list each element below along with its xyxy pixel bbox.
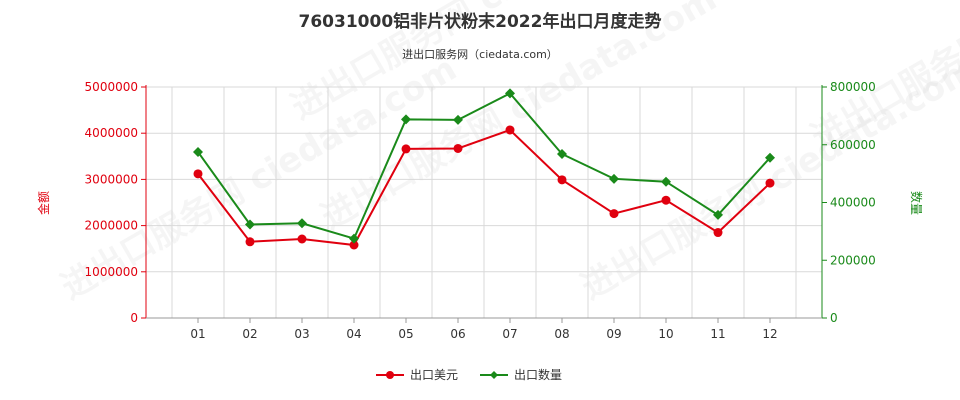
data-point-diamond[interactable]	[765, 152, 775, 163]
right-tick-label: 0	[830, 311, 838, 325]
series-layer	[193, 88, 775, 250]
x-tick-label: 11	[710, 327, 725, 341]
data-point-diamond[interactable]	[661, 176, 671, 187]
data-point-circle[interactable]	[557, 175, 567, 185]
x-tick-label: 05	[398, 327, 413, 341]
data-point-circle[interactable]	[453, 143, 463, 153]
legend: 出口美元 出口数量	[376, 367, 562, 382]
legend-label: 出口数量	[514, 367, 562, 382]
legend-item[interactable]: 出口美元	[376, 368, 458, 382]
x-tick-label: 09	[606, 327, 621, 341]
left-axis-title: 金额	[36, 191, 51, 215]
data-point-diamond[interactable]	[713, 209, 723, 220]
grid-lines	[146, 86, 822, 319]
data-point-circle[interactable]	[245, 237, 255, 247]
data-point-diamond[interactable]	[193, 146, 203, 157]
x-tick-label: 02	[242, 327, 257, 341]
data-point-circle[interactable]	[193, 169, 203, 179]
x-tick-label: 08	[554, 327, 569, 341]
data-point-diamond[interactable]	[453, 114, 463, 125]
x-tick-label: 10	[658, 327, 673, 341]
legend-diamond-icon	[490, 371, 498, 379]
data-point-circle[interactable]	[505, 125, 515, 135]
x-tick-label: 01	[190, 327, 205, 341]
legend-circle-icon	[386, 371, 394, 379]
data-point-circle[interactable]	[297, 234, 307, 244]
series-line	[197, 92, 771, 240]
axes: 0100000020000003000000400000050000000200…	[85, 80, 876, 341]
x-tick-label: 07	[502, 327, 517, 341]
right-tick-label: 800000	[830, 80, 876, 94]
right-axis-title: 数量	[909, 191, 924, 215]
data-point-circle[interactable]	[765, 178, 775, 188]
left-tick-label: 1000000	[85, 265, 138, 279]
left-tick-label: 0	[130, 311, 138, 325]
right-tick-label: 200000	[830, 253, 876, 267]
right-tick-label: 600000	[830, 138, 876, 152]
left-tick-label: 2000000	[85, 219, 138, 233]
x-tick-label: 03	[294, 327, 309, 341]
x-tick-label: 04	[346, 327, 361, 341]
legend-item[interactable]: 出口数量	[480, 367, 562, 382]
data-point-circle[interactable]	[713, 228, 723, 238]
series-line	[197, 128, 771, 247]
data-point-circle[interactable]	[661, 195, 671, 205]
right-tick-label: 400000	[830, 196, 876, 210]
chart-subtitle: 进出口服务网（ciedata.com）	[402, 47, 558, 61]
x-tick-label: 12	[762, 327, 777, 341]
data-point-diamond[interactable]	[609, 173, 619, 184]
data-point-diamond[interactable]	[401, 114, 411, 125]
data-point-diamond[interactable]	[297, 218, 307, 229]
data-point-diamond[interactable]	[245, 219, 255, 230]
data-point-circle[interactable]	[349, 240, 359, 250]
left-tick-label: 5000000	[85, 80, 138, 94]
series-2	[193, 88, 775, 244]
data-point-circle[interactable]	[609, 209, 619, 219]
left-tick-label: 3000000	[85, 172, 138, 186]
left-tick-label: 4000000	[85, 126, 138, 140]
x-tick-label: 06	[450, 327, 465, 341]
data-point-diamond[interactable]	[505, 88, 515, 99]
series-1	[193, 125, 775, 250]
data-point-diamond[interactable]	[557, 148, 567, 159]
legend-label: 出口美元	[410, 368, 458, 382]
data-point-circle[interactable]	[401, 144, 411, 154]
data-point-diamond[interactable]	[349, 233, 359, 244]
chart-title: 76031000铝非片状粉末2022年出口月度走势	[299, 11, 662, 32]
